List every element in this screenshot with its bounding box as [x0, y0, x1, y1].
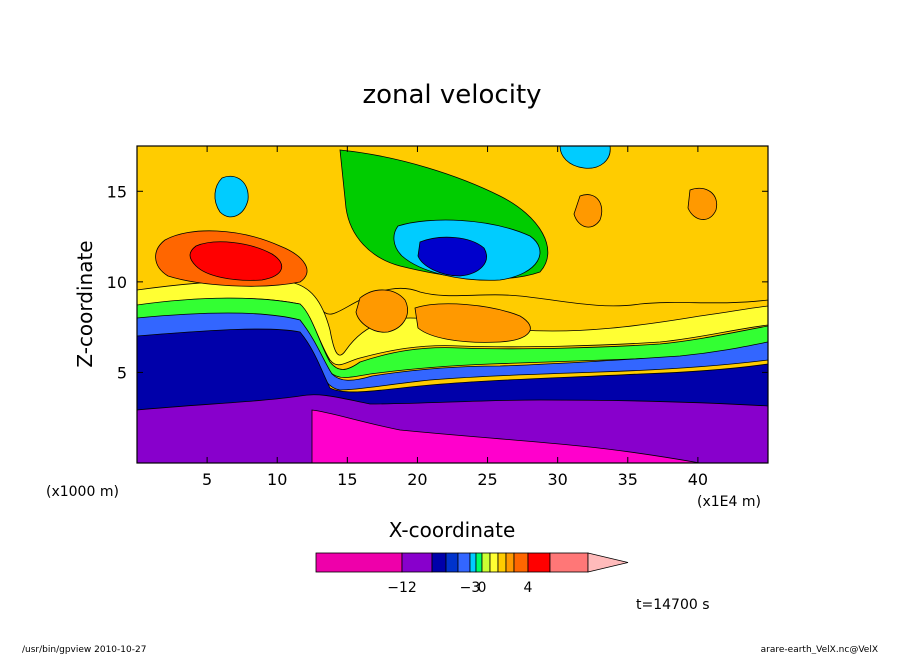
y-tick-label: 15 — [107, 182, 127, 201]
colorbar-segment — [527, 552, 551, 573]
footer-left: /usr/bin/gpview 2010-10-27 — [22, 645, 146, 654]
x-tick-label: 5 — [202, 470, 212, 489]
region-orange-mid-east — [414, 303, 531, 343]
colorbar-segment — [505, 552, 515, 573]
colorbar-segment — [401, 552, 433, 573]
colorbar-tick-label: −3 — [460, 580, 481, 596]
colorbar-tick-label: −12 — [387, 580, 417, 596]
colorbar-segment — [489, 552, 499, 573]
region-cyan-top — [559, 146, 611, 169]
x-tick-label: 30 — [547, 470, 567, 489]
region-blue-core — [417, 236, 487, 277]
x-tick-label: 35 — [618, 470, 638, 489]
x-axis-label: X-coordinate — [389, 518, 516, 542]
region-red-core — [189, 241, 283, 281]
colorbar-segment — [481, 552, 491, 573]
region-cyan-small — [214, 175, 249, 218]
contour-field — [137, 146, 768, 463]
x-axis-unit-right: (x1E4 m) — [697, 494, 761, 510]
time-label: t=14700 s — [636, 597, 710, 613]
x-tick-label: 20 — [407, 470, 427, 489]
chart-title: zonal velocity — [362, 80, 541, 110]
x-tick-label: 25 — [477, 470, 497, 489]
region-orange-east — [573, 194, 603, 228]
plot-frame — [136, 145, 769, 464]
colorbar-segment — [315, 552, 403, 573]
colorbar-segment — [497, 552, 507, 573]
colorbar-tick-labels: −12 −30 4 — [387, 580, 532, 596]
region-orange-far-east — [687, 187, 718, 220]
y-tick-label: 10 — [107, 273, 127, 292]
colorbar-segment — [513, 552, 529, 573]
region-orange-mid — [355, 289, 408, 333]
y-tick-label: 5 — [117, 363, 127, 382]
colorbar-tick-label: 4 — [524, 580, 533, 596]
band-purple — [137, 394, 768, 463]
colorbar-segment — [457, 552, 471, 573]
colorbar-segment — [475, 552, 483, 573]
colorbar-segment — [445, 552, 459, 573]
x-tick-label: 15 — [337, 470, 357, 489]
y-axis-ticks: 5 10 15 — [107, 182, 768, 382]
colorbar-extension-arrow — [587, 552, 629, 573]
colorbar-segment — [431, 552, 447, 573]
colorbar-segment — [549, 552, 589, 573]
y-axis-label: Z-coordinate — [73, 240, 97, 367]
colorbar — [315, 552, 629, 573]
x-axis-ticks: 5 10 15 20 25 30 35 40 — [202, 146, 708, 489]
band-magenta — [311, 409, 701, 463]
x-tick-label: 40 — [688, 470, 708, 489]
x-tick-label: 10 — [267, 470, 287, 489]
x-axis-unit-left: (x1000 m) — [46, 484, 119, 500]
footer-right: arare-earth_VelX.nc@VelX — [761, 645, 878, 654]
colorbar-tick-label: 0 — [478, 580, 487, 596]
colorbar-segment — [469, 552, 477, 573]
